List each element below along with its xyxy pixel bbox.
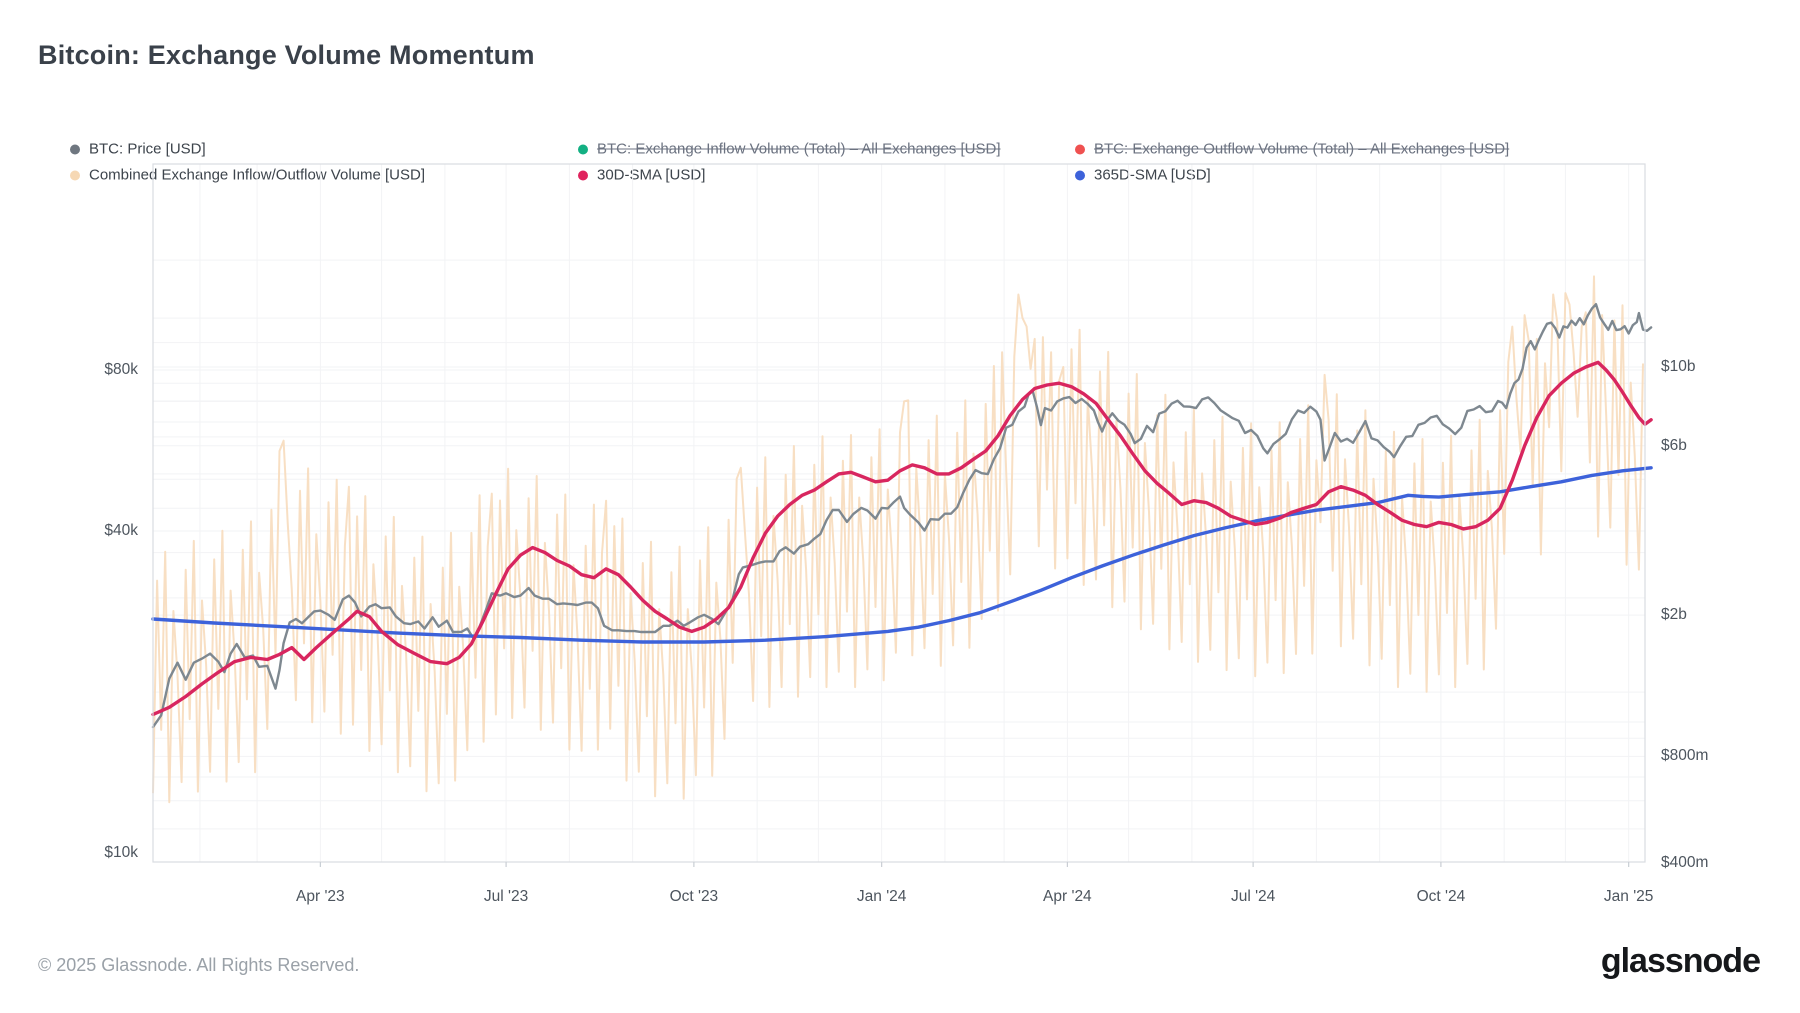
legend-dot-icon — [1075, 144, 1085, 154]
page-title: Bitcoin: Exchange Volume Momentum — [38, 40, 535, 70]
right-axis-label: $800m — [1661, 747, 1709, 765]
x-axis-label: Jul '24 — [1230, 888, 1276, 905]
x-axis-label: Jan '25 — [1603, 888, 1654, 905]
right-axis-label: $2b — [1661, 606, 1687, 624]
legend-dot-icon — [70, 144, 80, 154]
left-axis-label: $10k — [104, 844, 138, 862]
legend-label: 30D-SMA [USD] — [597, 166, 706, 184]
right-axis-label: $6b — [1661, 436, 1687, 454]
legend-dot-icon — [70, 170, 80, 180]
sma365-line — [151, 466, 1653, 644]
left-axis-label: $40k — [104, 522, 138, 540]
x-axis-label: Oct '24 — [1416, 888, 1466, 905]
price-line — [151, 303, 1653, 729]
right-axis-label: $10b — [1661, 358, 1696, 375]
left-axis-label: $80k — [104, 361, 138, 378]
copyright-text: © 2025 Glassnode. All Rights Reserved. — [38, 955, 360, 975]
legend-label: BTC: Exchange Outflow Volume (Total) – A… — [1094, 140, 1510, 158]
legend-label: BTC: Price [USD] — [89, 140, 206, 158]
legend-dot-icon — [578, 144, 588, 154]
x-axis-label: Apr '24 — [1043, 888, 1092, 905]
legend-dot-icon — [1075, 170, 1085, 180]
glassnode-logo: glassnode — [1600, 942, 1761, 980]
legend-item[interactable]: 30D-SMA [USD] — [578, 167, 705, 184]
legend-label: 365D-SMA [USD] — [1094, 166, 1211, 184]
legend-item[interactable]: 365D-SMA [USD] — [1075, 167, 1211, 184]
legend-item[interactable]: BTC: Exchange Inflow Volume (Total) – Al… — [578, 141, 1001, 158]
x-axis-label: Jul '23 — [483, 888, 529, 905]
legend-item[interactable]: BTC: Exchange Outflow Volume (Total) – A… — [1075, 141, 1509, 158]
legend-dot-icon — [578, 170, 588, 180]
x-axis-label: Apr '23 — [296, 888, 345, 905]
x-axis-label: Jan '24 — [856, 888, 907, 905]
x-axis-label: Oct '23 — [669, 888, 719, 905]
volume-line — [152, 275, 1644, 804]
legend-label: BTC: Exchange Inflow Volume (Total) – Al… — [597, 140, 1001, 158]
sma30-line — [151, 360, 1653, 717]
plot-frame — [152, 163, 1646, 863]
legend-item[interactable]: BTC: Price [USD] — [70, 141, 206, 158]
right-axis-label: $400m — [1661, 854, 1709, 872]
